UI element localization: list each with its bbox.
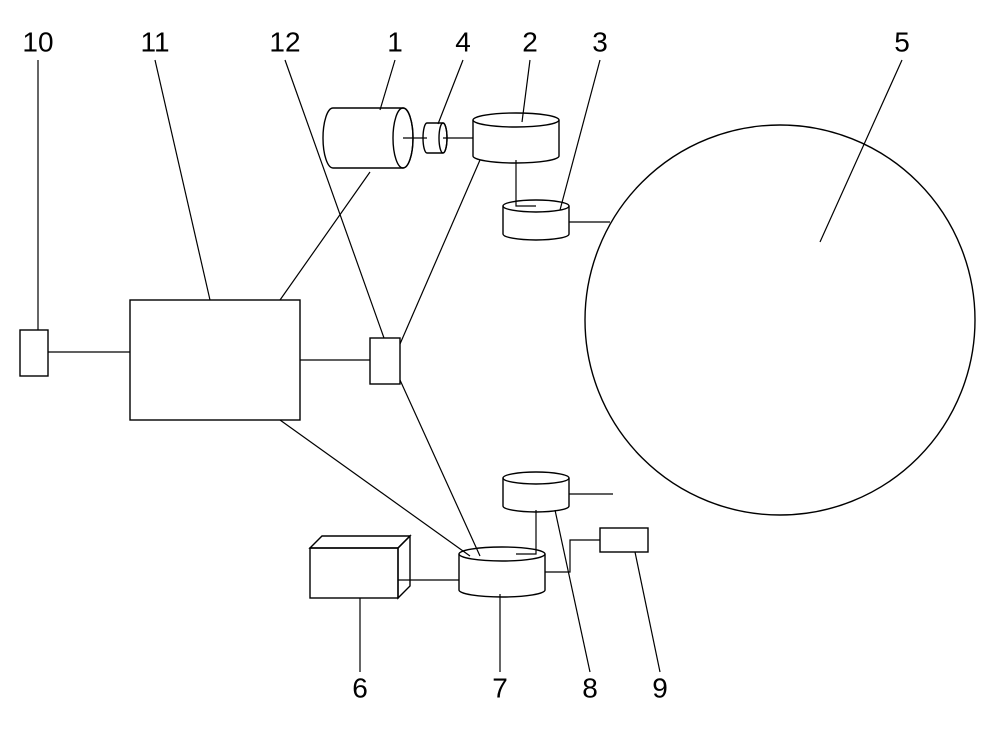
label-8: 8 — [582, 672, 598, 703]
leader-12 — [285, 60, 384, 338]
node12_rect — [370, 338, 400, 384]
label-11: 11 — [140, 26, 169, 57]
label-3: 3 — [592, 26, 608, 57]
leader-1 — [380, 60, 395, 110]
label-4: 4 — [455, 26, 471, 57]
label-5: 5 — [894, 26, 910, 57]
label-9: 9 — [652, 672, 668, 703]
leader-8 — [555, 510, 590, 672]
leader-9 — [635, 552, 660, 672]
node5_circle — [585, 125, 975, 515]
node9_rect — [600, 528, 648, 552]
leader-3 — [560, 60, 600, 210]
connector-n2-n3 — [516, 160, 536, 206]
node8_disc — [503, 472, 569, 512]
node6_box — [310, 536, 410, 598]
leader-5 — [820, 60, 902, 242]
node2_disc — [473, 113, 559, 163]
label-12: 12 — [269, 26, 300, 57]
leader-4 — [438, 60, 463, 124]
connector-n12-n2 — [400, 160, 480, 344]
connector-n7-n9 — [545, 540, 600, 572]
label-2: 2 — [522, 26, 538, 57]
label-6: 6 — [352, 672, 368, 703]
label-10: 10 — [22, 26, 53, 57]
node1_cylinder_h — [323, 108, 413, 168]
node10_rect — [20, 330, 48, 376]
node11_rect — [130, 300, 300, 420]
connector-n12-n7 — [400, 380, 480, 556]
label-1: 1 — [387, 26, 403, 57]
leader-11 — [155, 60, 210, 300]
label-7: 7 — [492, 672, 508, 703]
connector-n11-n1 — [280, 172, 370, 300]
